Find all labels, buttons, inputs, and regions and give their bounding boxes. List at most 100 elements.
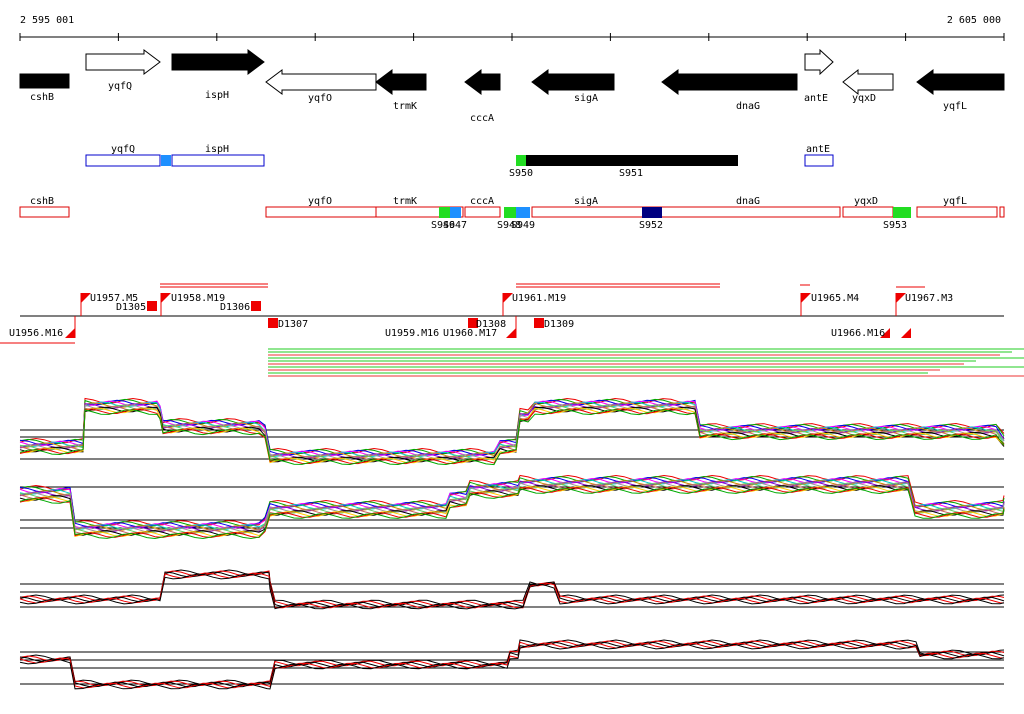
region-label: D1305 (116, 302, 146, 313)
transcript (842, 206, 894, 218)
feature (85, 154, 161, 167)
gene-label: dnaG (736, 101, 760, 112)
gene-arrows (19, 48, 1005, 96)
gene (464, 69, 501, 95)
site (516, 155, 526, 166)
site-label: S950 (509, 168, 533, 179)
gene (375, 69, 427, 95)
region-label: U1960.M17 (443, 328, 497, 339)
gene (842, 68, 894, 96)
transcript-label: cshB (30, 196, 54, 207)
gene (171, 49, 265, 75)
transcript (265, 206, 377, 218)
transcript (999, 206, 1005, 218)
gene-label: antE (804, 93, 828, 104)
gene-label: ispH (205, 90, 229, 101)
region-label: U1957.M5 (90, 293, 138, 304)
region-label: U1959.M16 (385, 328, 439, 339)
scale-ticks (19, 33, 1005, 41)
scale-end: 2 605 000 (947, 15, 1001, 26)
gene-label: sigA (574, 93, 598, 104)
profile-trace (19, 643, 1005, 690)
profile-trace (19, 405, 1005, 462)
gene-label: yqfL (943, 101, 967, 112)
region-label: U1961.M19 (512, 293, 566, 304)
transcript (531, 206, 841, 218)
transcript-label: yqxD (854, 196, 878, 207)
profile-trace (19, 573, 1005, 610)
gene-label: yqxD (852, 93, 876, 104)
transcript (375, 206, 464, 218)
profile-trace (19, 570, 1005, 607)
profile-trace (19, 404, 1005, 460)
profile-trace (19, 485, 1005, 536)
site-label: S953 (883, 220, 907, 231)
gene (19, 73, 70, 89)
site (439, 207, 450, 218)
region-label: D1308 (476, 319, 506, 330)
transcript (464, 206, 501, 218)
site-label: S949 (511, 220, 535, 231)
profile-trace (19, 571, 1005, 608)
transcript-label: trmK (393, 196, 417, 207)
transcript-label: yqfO (308, 196, 332, 207)
profile-trace (19, 483, 1005, 534)
region-label: U1958.M19 (171, 293, 225, 304)
flags (65, 293, 911, 338)
transcript (916, 206, 998, 218)
transcript-label: cccA (470, 196, 494, 207)
gene (85, 49, 161, 75)
profile-trace (19, 409, 1005, 466)
feature (171, 154, 265, 167)
gene (916, 69, 1005, 95)
site-label: S951 (619, 168, 643, 179)
gene-label: yqfO (308, 93, 332, 104)
site-label: S947 (443, 220, 467, 231)
profile-trace (19, 476, 1005, 528)
profile-trace (19, 487, 1005, 539)
profile-trace (19, 641, 1005, 688)
transcript-label: dnaG (736, 196, 760, 207)
region-label: U1965.M4 (811, 293, 859, 304)
site (516, 207, 530, 218)
site (450, 207, 461, 218)
region-label: D1307 (278, 319, 308, 330)
region-label: D1306 (220, 302, 250, 313)
region-label: U1956.M16 (9, 328, 63, 339)
expression-profiles (19, 397, 1005, 690)
transcript-label: yqfL (943, 196, 967, 207)
gene (661, 69, 798, 95)
gene-label: yqfQ (108, 81, 132, 92)
gene-label: cccA (470, 113, 494, 124)
site-label: S952 (639, 220, 663, 231)
transcript-label: sigA (574, 196, 598, 207)
feature-label: antE (806, 144, 830, 155)
transcript (19, 206, 70, 218)
profile-trace (19, 400, 1005, 457)
site-label: S946 (431, 220, 455, 231)
profile-trace (19, 408, 1005, 465)
profile-trace (19, 404, 1005, 461)
site (526, 155, 738, 166)
gene-label: cshB (30, 92, 54, 103)
gene (531, 69, 615, 95)
regions: U1957.M5 D1305 U1958.M19 D1306 D1307 U19… (0, 283, 1024, 377)
region-label: U1966.M16 (831, 328, 885, 339)
feature (804, 154, 834, 167)
coverage-spans (268, 348, 1024, 377)
region-label: D1309 (544, 319, 574, 330)
feature-label: yqfQ (111, 144, 135, 155)
features: yqfQ ispH antE S950 S951 (85, 144, 834, 179)
profile-trace (19, 487, 1005, 540)
scale-start: 2 595 001 (20, 15, 74, 26)
gene (804, 48, 834, 76)
gene-label: trmK (393, 101, 417, 112)
site (642, 207, 662, 218)
region-label: U1967.M3 (905, 293, 953, 304)
feature-label: ispH (205, 144, 229, 155)
gene (265, 69, 377, 95)
site (504, 207, 516, 218)
profile-trace (19, 640, 1005, 687)
